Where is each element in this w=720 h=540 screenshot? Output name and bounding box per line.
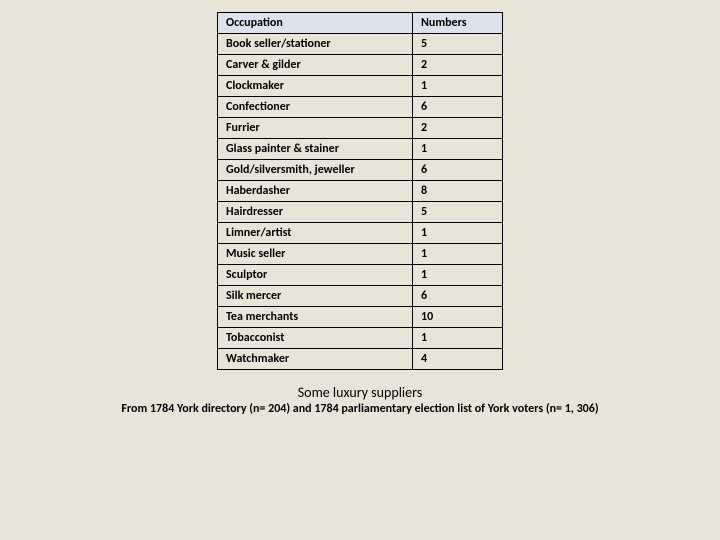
- cell-numbers: 10: [413, 307, 503, 328]
- cell-numbers: 5: [413, 34, 503, 55]
- table-row: Confectioner6: [218, 97, 503, 118]
- table-row: Glass painter & stainer1: [218, 139, 503, 160]
- cell-numbers: 2: [413, 118, 503, 139]
- header-numbers: Numbers: [413, 13, 503, 34]
- cell-numbers: 6: [413, 160, 503, 181]
- cell-numbers: 1: [413, 244, 503, 265]
- cell-numbers: 2: [413, 55, 503, 76]
- table-row: Furrier2: [218, 118, 503, 139]
- cell-numbers: 6: [413, 97, 503, 118]
- cell-occupation: Tobacconist: [218, 328, 413, 349]
- table-row: Silk mercer6: [218, 286, 503, 307]
- caption-title: Some luxury suppliers: [121, 384, 598, 401]
- table-row: Gold/silversmith, jeweller6: [218, 160, 503, 181]
- table-row: Tea merchants10: [218, 307, 503, 328]
- cell-numbers: 1: [413, 223, 503, 244]
- table-row: Music seller1: [218, 244, 503, 265]
- cell-numbers: 1: [413, 328, 503, 349]
- cell-occupation: Silk mercer: [218, 286, 413, 307]
- table-row: Watchmaker4: [218, 349, 503, 370]
- cell-numbers: 6: [413, 286, 503, 307]
- cell-numbers: 1: [413, 139, 503, 160]
- cell-occupation: Glass painter & stainer: [218, 139, 413, 160]
- table-row: Hairdresser5: [218, 202, 503, 223]
- cell-occupation: Carver & gilder: [218, 55, 413, 76]
- header-occupation: Occupation: [218, 13, 413, 34]
- cell-occupation: Clockmaker: [218, 76, 413, 97]
- cell-occupation: Limner/artist: [218, 223, 413, 244]
- table-row: Tobacconist1: [218, 328, 503, 349]
- cell-numbers: 1: [413, 76, 503, 97]
- occupations-table: Occupation Numbers Book seller/stationer…: [217, 12, 503, 370]
- cell-occupation: Sculptor: [218, 265, 413, 286]
- table-row: Clockmaker1: [218, 76, 503, 97]
- cell-numbers: 4: [413, 349, 503, 370]
- table-row: Book seller/stationer5: [218, 34, 503, 55]
- cell-occupation: Gold/silversmith, jeweller: [218, 160, 413, 181]
- cell-numbers: 8: [413, 181, 503, 202]
- cell-occupation: Book seller/stationer: [218, 34, 413, 55]
- table-row: Sculptor1: [218, 265, 503, 286]
- caption-block: Some luxury suppliers From 1784 York dir…: [121, 384, 598, 416]
- table-row: Carver & gilder2: [218, 55, 503, 76]
- cell-numbers: 1: [413, 265, 503, 286]
- cell-occupation: Haberdasher: [218, 181, 413, 202]
- table-body: Book seller/stationer5Carver & gilder2Cl…: [218, 34, 503, 370]
- cell-occupation: Watchmaker: [218, 349, 413, 370]
- cell-occupation: Confectioner: [218, 97, 413, 118]
- cell-occupation: Hairdresser: [218, 202, 413, 223]
- cell-occupation: Furrier: [218, 118, 413, 139]
- table-row: Limner/artist1: [218, 223, 503, 244]
- cell-numbers: 5: [413, 202, 503, 223]
- caption-subtitle: From 1784 York directory (n= 204) and 17…: [121, 402, 598, 416]
- cell-occupation: Music seller: [218, 244, 413, 265]
- table-row: Haberdasher8: [218, 181, 503, 202]
- cell-occupation: Tea merchants: [218, 307, 413, 328]
